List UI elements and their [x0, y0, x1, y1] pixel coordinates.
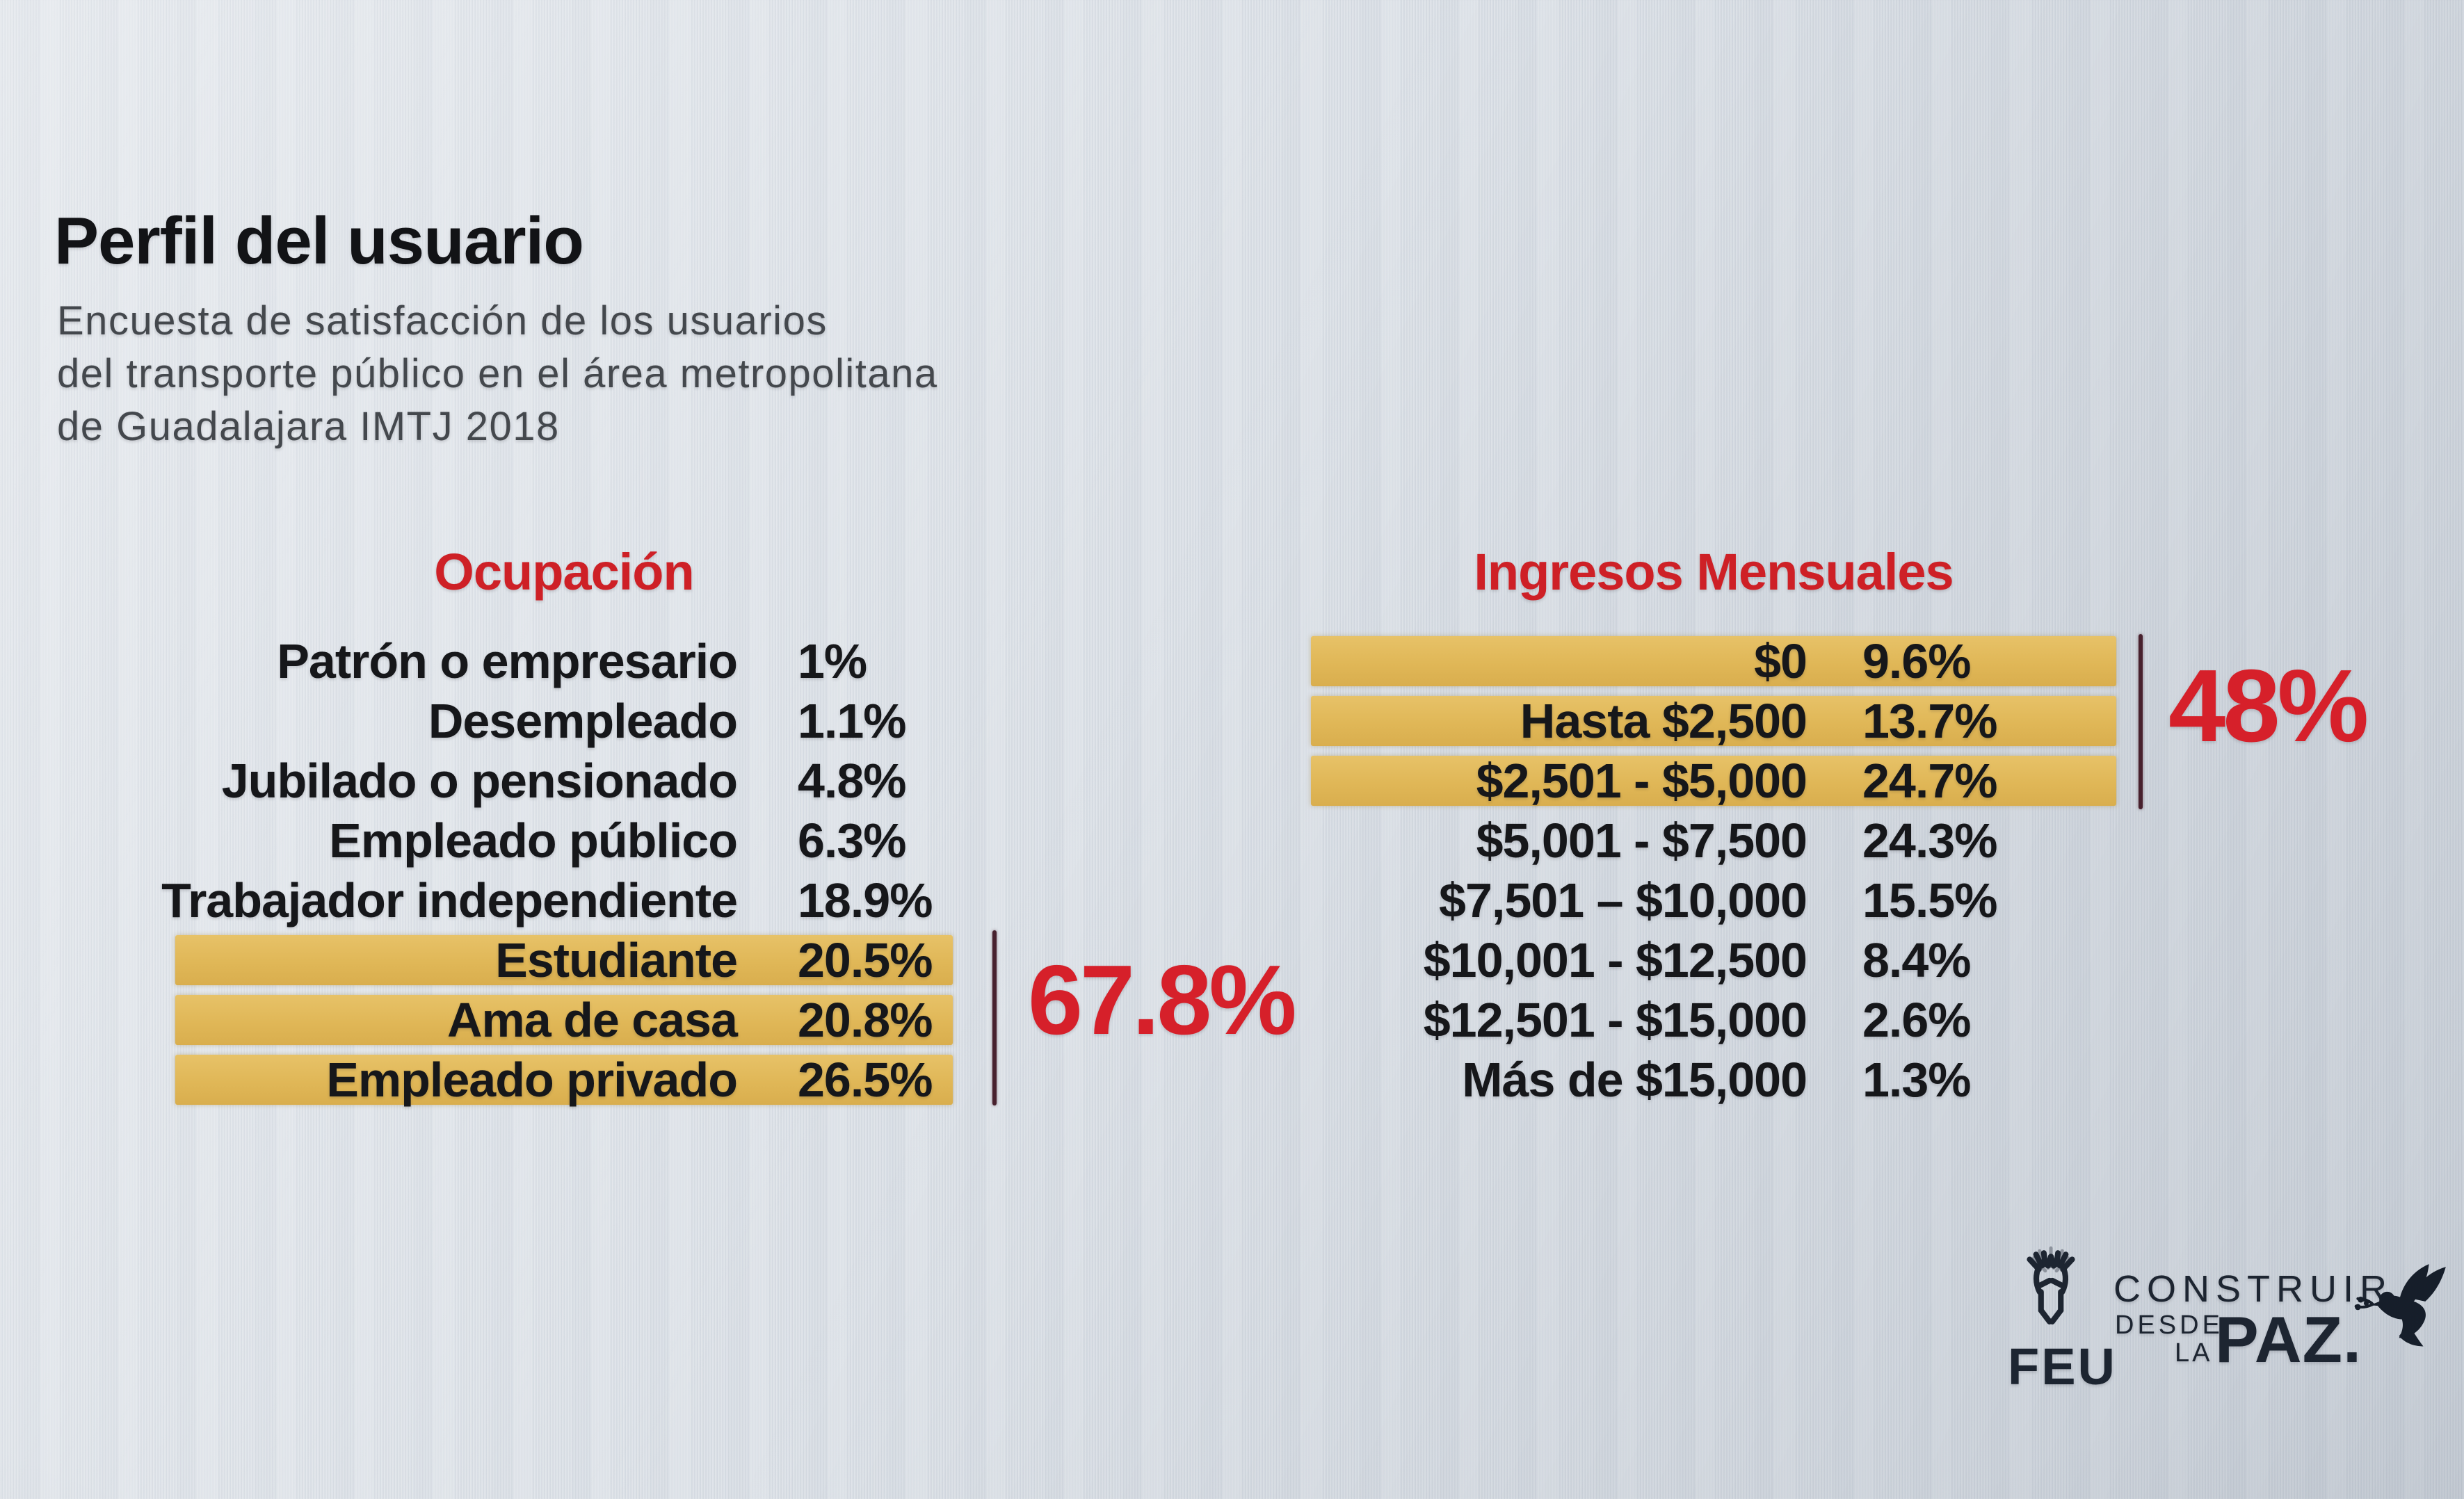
row-value: 20.8% [798, 993, 933, 1047]
subtitle-line: Encuesta de satisfacción de los usuarios [57, 298, 828, 343]
row-label: $7,501 – $10,000 [1439, 873, 1807, 927]
subtitle-line: del transporte público en el área metrop… [57, 351, 938, 396]
highlight-bar [175, 1055, 953, 1105]
tagline-paz: PAZ. [2215, 1303, 2362, 1376]
table-row: Hasta $2,500 13.7% [1311, 691, 2116, 751]
row-value: 24.3% [1862, 813, 1997, 868]
row-label: $5,001 - $7,500 [1476, 813, 1807, 868]
table-row: $10,001 - $12,500 8.4% [1311, 930, 2116, 990]
row-value: 18.9% [798, 873, 933, 927]
row-value: 1.3% [1862, 1053, 1972, 1107]
row-value: 4.8% [798, 754, 907, 808]
row-label: Empleado privado [326, 1053, 738, 1107]
row-value: 2.6% [1862, 993, 1972, 1047]
row-label: Patrón o empresario [277, 634, 738, 688]
row-value: 1.1% [798, 694, 907, 748]
row-value: 6.3% [798, 813, 907, 868]
highlight-bar [1311, 696, 2116, 746]
dove-icon [2354, 1264, 2446, 1347]
row-label: Estudiante [495, 933, 738, 987]
row-value: 1% [798, 634, 867, 688]
highlight-bar [175, 995, 953, 1045]
table-row: Estudiante 20.5% [175, 930, 953, 990]
highlight-bar [1311, 636, 2116, 686]
table-row: Jubilado o pensionado 4.8% [175, 751, 953, 811]
subtitle-line: de Guadalajara IMTJ 2018 [57, 404, 560, 449]
occupation-highlight-bracket-line [992, 930, 997, 1105]
table-row: Empleado privado 26.5% [175, 1050, 953, 1110]
row-label: $10,001 - $12,500 [1423, 933, 1807, 987]
feu-wordmark: FEU [2008, 1338, 2117, 1395]
income-highlight-bracket-line [2139, 634, 2143, 809]
table-row: $5,001 - $7,500 24.3% [1311, 811, 2116, 870]
row-value: 9.6% [1862, 634, 1972, 688]
row-value: 13.7% [1862, 694, 1997, 748]
row-value: 20.5% [798, 933, 933, 987]
table-row: Patrón o empresario 1% [175, 631, 953, 691]
income-table: $0 9.6% Hasta $2,500 13.7% $2,501 - $5,0… [1311, 631, 2116, 1110]
highlight-bar [1311, 756, 2116, 806]
tagline-desde: DESDE [2115, 1311, 2223, 1340]
row-label: Ama de casa [446, 993, 738, 1047]
feu-logo: FEU CONSTRUIR DESDE LA PAZ. [2008, 1241, 2464, 1408]
row-label: Más de $15,000 [1462, 1053, 1807, 1107]
tagline-construir: CONSTRUIR [2113, 1268, 2393, 1310]
row-label: $0 [1754, 634, 1807, 688]
row-label: $12,501 - $15,000 [1423, 993, 1807, 1047]
table-row: Trabajador independiente 18.9% [161, 870, 953, 930]
table-row: Desempleado 1.1% [175, 691, 953, 751]
occupation-table: Patrón o empresario 1% Desempleado 1.1% … [161, 631, 953, 1110]
table-row: $2,501 - $5,000 24.7% [1311, 751, 2116, 811]
slide-subtitle: Encuesta de satisfacción de los usuarios… [57, 295, 938, 453]
row-label: Hasta $2,500 [1520, 694, 1807, 748]
row-label: $2,501 - $5,000 [1476, 754, 1807, 808]
table-row: Empleado público 6.3% [175, 811, 953, 870]
hands-holding-feathers-icon [2027, 1246, 2075, 1324]
income-header: Ingresos Mensuales [1474, 543, 1954, 601]
table-row: $12,501 - $15,000 2.6% [1311, 990, 2116, 1050]
table-row: Ama de casa 20.8% [175, 990, 953, 1050]
row-value: 26.5% [798, 1053, 933, 1107]
occupation-header: Ocupación [434, 543, 694, 601]
table-row: $7,501 – $10,000 15.5% [1311, 870, 2116, 930]
table-row: Más de $15,000 1.3% [1311, 1050, 2116, 1110]
occupation-highlight-total: 67.8% [1028, 945, 1297, 1055]
row-label: Empleado público [329, 813, 738, 868]
row-label: Trabajador independiente [161, 873, 738, 927]
row-value: 8.4% [1862, 933, 1972, 987]
row-value: 24.7% [1862, 754, 1997, 808]
highlight-bar [175, 935, 953, 985]
row-label: Jubilado o pensionado [221, 754, 738, 808]
row-label: Desempleado [428, 694, 738, 748]
table-row: $0 9.6% [1311, 631, 2116, 691]
page-title: Perfil del usuario [54, 204, 584, 278]
income-highlight-total: 48% [2168, 649, 2369, 763]
tagline-la: LA [2175, 1338, 2213, 1368]
row-value: 15.5% [1862, 873, 1997, 927]
